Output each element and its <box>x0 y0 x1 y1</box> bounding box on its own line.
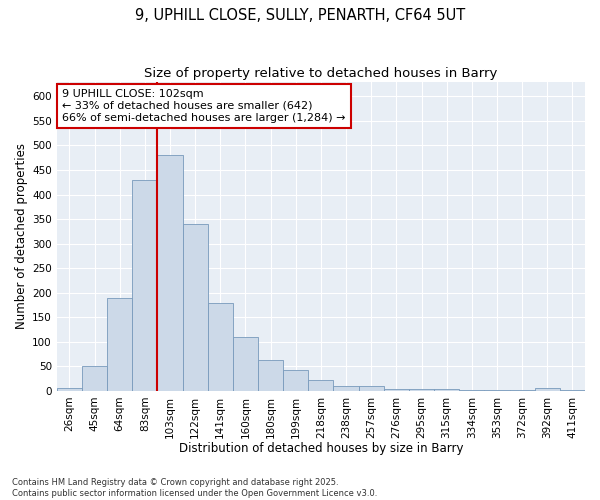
Bar <box>182 224 208 391</box>
Bar <box>535 388 560 391</box>
Bar <box>484 390 509 391</box>
Y-axis label: Number of detached properties: Number of detached properties <box>15 144 28 330</box>
Bar <box>334 386 359 391</box>
Bar <box>283 370 308 391</box>
Text: 9, UPHILL CLOSE, SULLY, PENARTH, CF64 5UT: 9, UPHILL CLOSE, SULLY, PENARTH, CF64 5U… <box>135 8 465 22</box>
Bar <box>82 366 107 391</box>
Bar <box>359 386 384 391</box>
Bar <box>107 298 132 391</box>
Bar <box>384 390 409 391</box>
Bar <box>57 388 82 391</box>
Bar <box>132 180 157 391</box>
Text: 9 UPHILL CLOSE: 102sqm
← 33% of detached houses are smaller (642)
66% of semi-de: 9 UPHILL CLOSE: 102sqm ← 33% of detached… <box>62 90 346 122</box>
Title: Size of property relative to detached houses in Barry: Size of property relative to detached ho… <box>144 68 497 80</box>
Bar <box>258 360 283 391</box>
Bar <box>560 390 585 391</box>
X-axis label: Distribution of detached houses by size in Barry: Distribution of detached houses by size … <box>179 442 463 455</box>
Text: Contains HM Land Registry data © Crown copyright and database right 2025.
Contai: Contains HM Land Registry data © Crown c… <box>12 478 377 498</box>
Bar <box>409 390 434 391</box>
Bar <box>308 380 334 391</box>
Bar <box>233 337 258 391</box>
Bar <box>459 390 484 391</box>
Bar <box>509 390 535 391</box>
Bar <box>434 390 459 391</box>
Bar <box>208 304 233 391</box>
Bar <box>157 156 182 391</box>
